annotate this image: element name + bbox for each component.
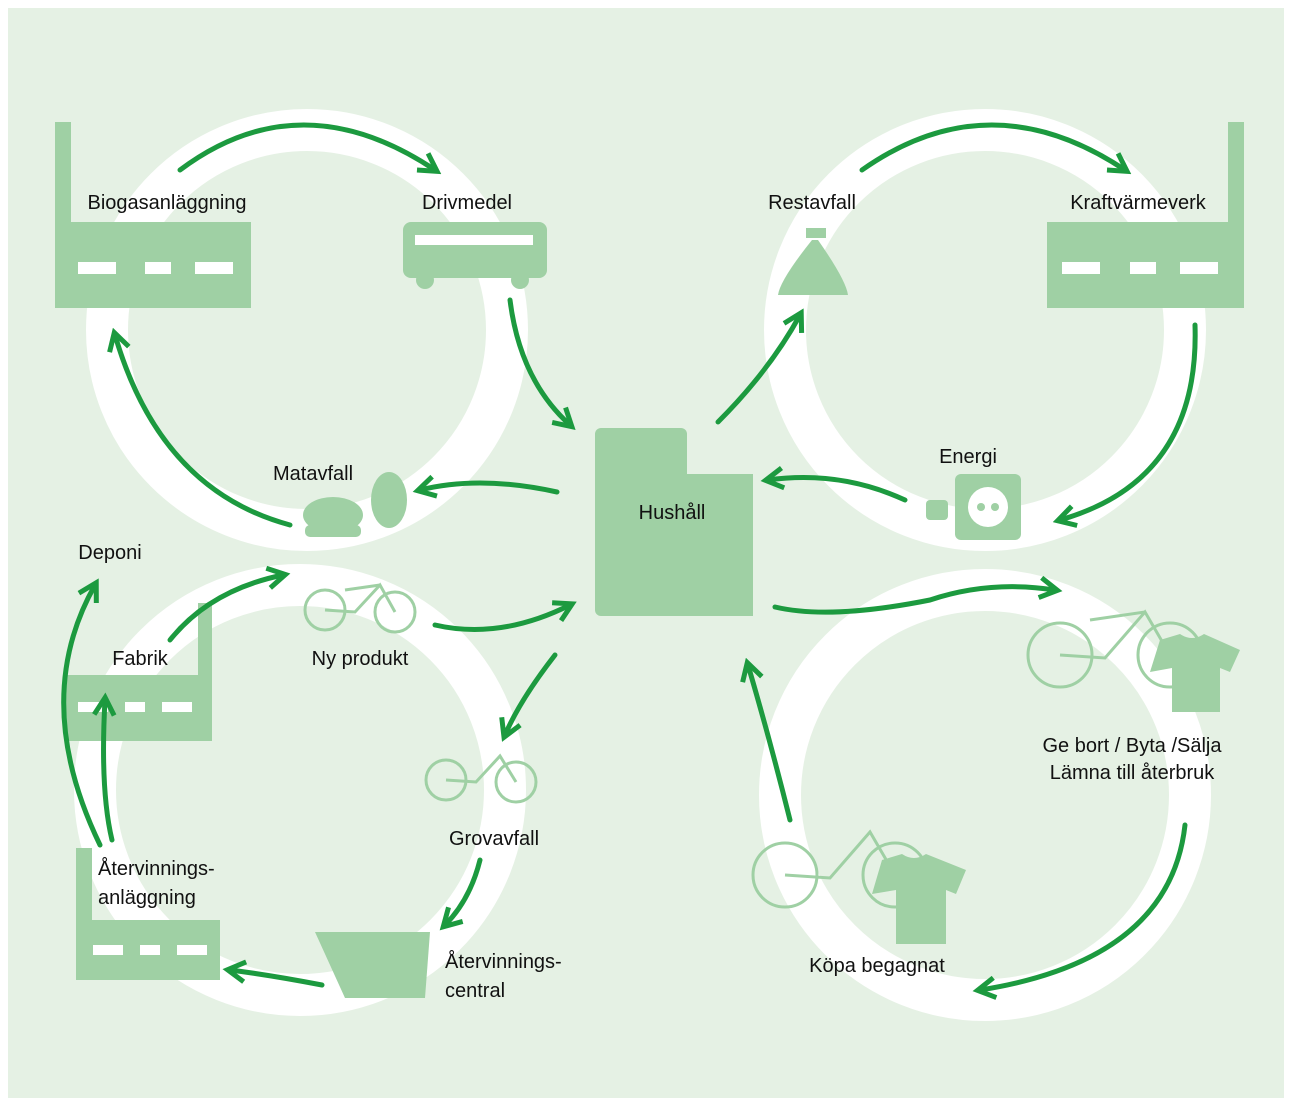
node-label: Kraftvärmeverk [1070, 192, 1207, 214]
node-label: Matavfall [273, 463, 353, 485]
node-label: Köpa begagnat [809, 955, 945, 977]
node-label: Energi [939, 446, 997, 468]
node-label: Hushåll [639, 502, 706, 524]
node-label: Drivmedel [422, 192, 512, 214]
node-label: Restavfall [768, 192, 856, 214]
node-label: Fabrik [112, 648, 169, 670]
node-label: Återvinnings- [445, 950, 562, 973]
diagram: Biogasanläggning Drivmedel Restavfall Kr… [0, 0, 1292, 1108]
node-label: Lämna till återbruk [1050, 762, 1216, 784]
node-label: anläggning [98, 887, 196, 909]
node-label: Ny produkt [312, 648, 409, 670]
node-label: Ge bort / Byta /Sälja [1043, 735, 1223, 757]
node-label: Återvinnings- [98, 857, 215, 880]
node-label: Biogasanläggning [87, 192, 246, 214]
node-label: Deponi [78, 542, 141, 564]
node-label: Grovavfall [449, 828, 539, 850]
node-label: central [445, 980, 505, 1002]
